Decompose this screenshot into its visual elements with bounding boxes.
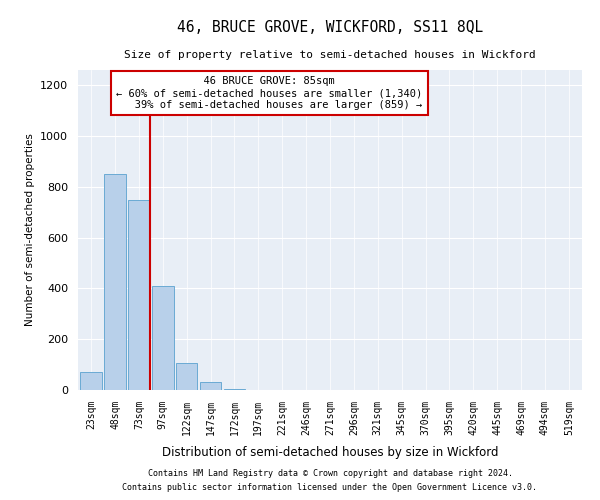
Text: Contains HM Land Registry data © Crown copyright and database right 2024.: Contains HM Land Registry data © Crown c… (148, 468, 512, 477)
Bar (128, 200, 149, 390)
Text: Size of property relative to semi-detached houses in Wickford: Size of property relative to semi-detach… (124, 50, 536, 60)
Bar (176, 364, 197, 390)
Text: 46 BRUCE GROVE: 85sqm  
← 60% of semi-detached houses are smaller (1,340)
   39%: 46 BRUCE GROVE: 85sqm ← 60% of semi-deta… (116, 76, 422, 110)
Bar (152, 286, 173, 390)
Text: Contains public sector information licensed under the Open Government Licence v3: Contains public sector information licen… (122, 484, 538, 492)
Bar (224, 388, 245, 390)
Text: 46, BRUCE GROVE, WICKFORD, SS11 8QL: 46, BRUCE GROVE, WICKFORD, SS11 8QL (177, 20, 483, 35)
Bar (104, 174, 126, 390)
Y-axis label: Number of semi-detached properties: Number of semi-detached properties (25, 134, 35, 326)
X-axis label: Distribution of semi-detached houses by size in Wickford: Distribution of semi-detached houses by … (162, 446, 498, 459)
Bar (80, 372, 102, 390)
Bar (200, 382, 221, 390)
